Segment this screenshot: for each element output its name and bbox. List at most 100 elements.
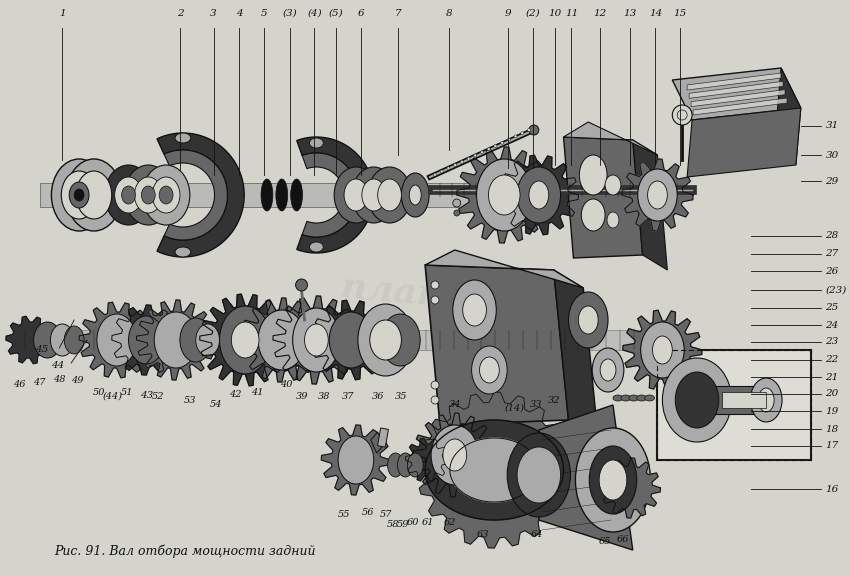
Circle shape [431,396,439,404]
Ellipse shape [51,159,107,231]
Text: 23: 23 [825,338,839,347]
Polygon shape [687,73,781,90]
Ellipse shape [175,133,190,143]
Text: (14): (14) [504,404,524,413]
Text: 17: 17 [825,441,839,450]
Ellipse shape [443,439,467,471]
Ellipse shape [607,212,619,228]
Ellipse shape [65,326,84,354]
Ellipse shape [154,312,198,368]
Circle shape [494,145,497,147]
Text: 24: 24 [825,320,839,329]
Ellipse shape [329,312,373,368]
Text: 48: 48 [53,375,65,384]
Polygon shape [79,302,154,378]
Text: 26: 26 [825,267,839,275]
Ellipse shape [675,372,719,428]
Text: 21: 21 [825,373,839,381]
Text: 4: 4 [236,9,242,18]
Text: 3: 3 [210,9,217,18]
Circle shape [480,151,484,154]
Text: 9: 9 [505,9,512,18]
Text: 20: 20 [825,389,839,399]
Ellipse shape [377,179,401,211]
Ellipse shape [644,395,654,401]
Ellipse shape [292,308,340,372]
Text: 65: 65 [598,537,611,546]
Ellipse shape [175,247,190,257]
Ellipse shape [638,169,677,221]
Text: 29: 29 [825,176,839,185]
Text: 16: 16 [825,484,839,494]
Bar [711,386,766,414]
Ellipse shape [641,322,684,378]
Text: 42: 42 [229,390,241,399]
Polygon shape [691,90,785,107]
Ellipse shape [368,167,411,223]
Text: 18: 18 [825,425,839,434]
Ellipse shape [388,453,404,477]
Ellipse shape [472,346,507,394]
Text: 19: 19 [825,407,839,415]
Text: 38: 38 [318,392,331,401]
Ellipse shape [648,181,667,209]
Circle shape [677,110,687,120]
Polygon shape [553,270,598,438]
Ellipse shape [352,167,395,223]
Polygon shape [417,392,571,548]
Circle shape [454,164,456,166]
Circle shape [514,135,517,138]
Polygon shape [564,122,657,155]
Polygon shape [672,68,801,120]
Ellipse shape [431,425,479,485]
Ellipse shape [637,395,647,401]
Bar [722,392,766,408]
Text: 43: 43 [139,391,153,400]
Bar [657,350,811,460]
Text: 10: 10 [548,9,561,18]
Polygon shape [200,294,291,386]
Text: 8: 8 [445,9,452,18]
Text: 61: 61 [422,518,434,527]
Text: 2: 2 [177,9,184,18]
Ellipse shape [629,395,638,401]
Ellipse shape [462,294,486,326]
Polygon shape [623,310,702,390]
Ellipse shape [662,358,732,442]
Ellipse shape [381,314,420,366]
Ellipse shape [34,322,61,358]
Circle shape [521,132,524,135]
Circle shape [672,105,692,125]
Ellipse shape [453,280,496,340]
Text: 54: 54 [209,400,222,409]
Text: 50: 50 [93,388,105,397]
Ellipse shape [362,179,386,211]
Ellipse shape [477,159,532,231]
Ellipse shape [66,159,122,231]
Ellipse shape [97,314,137,366]
Circle shape [529,125,539,135]
Text: 25: 25 [825,304,839,313]
Circle shape [501,141,503,144]
Ellipse shape [231,322,259,358]
Polygon shape [776,68,801,165]
Ellipse shape [128,316,164,364]
Ellipse shape [489,175,520,215]
Ellipse shape [219,306,271,374]
Ellipse shape [309,138,323,148]
Text: 40: 40 [280,380,293,389]
Polygon shape [6,316,54,363]
Polygon shape [405,438,449,482]
Ellipse shape [479,357,499,383]
Polygon shape [450,438,539,502]
Ellipse shape [529,181,549,209]
Text: план ес: план ес [339,271,502,319]
Ellipse shape [115,177,142,213]
Ellipse shape [569,292,608,348]
Ellipse shape [152,177,180,213]
Circle shape [454,210,460,216]
Text: 51: 51 [121,388,133,397]
Text: 45: 45 [35,346,48,354]
Text: 47: 47 [33,378,46,387]
Ellipse shape [180,318,212,362]
